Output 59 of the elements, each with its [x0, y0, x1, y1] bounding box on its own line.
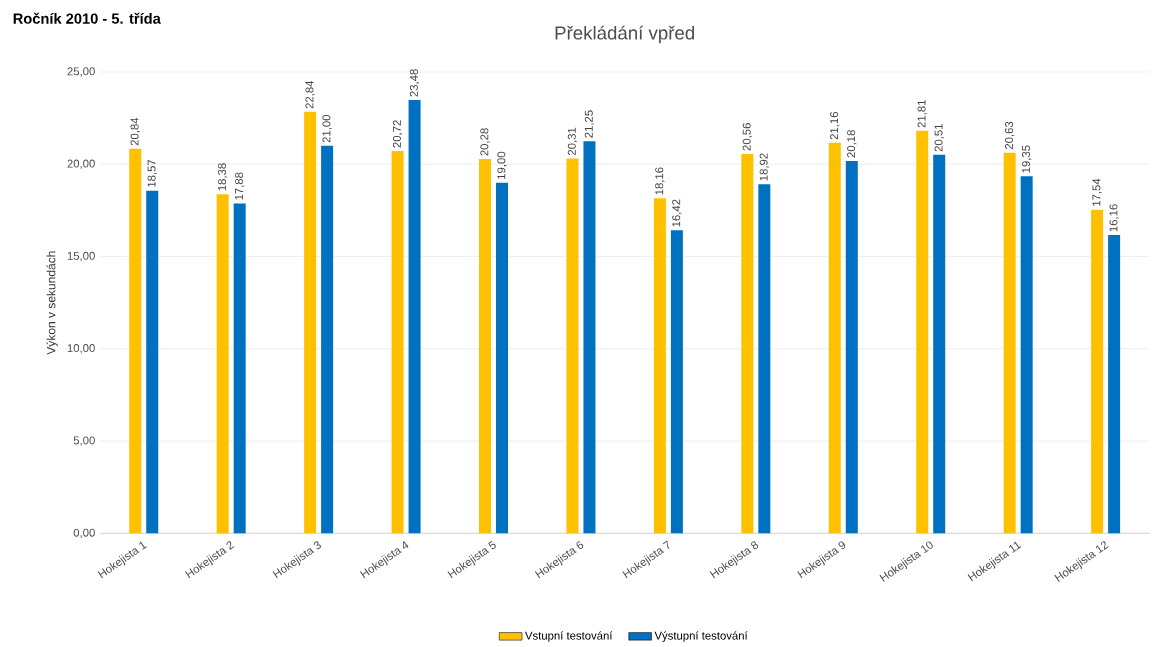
- y-axis-title: Výkon v sekundách: [46, 251, 58, 355]
- bar: [653, 198, 666, 534]
- text: Ročník 2010 - 5. třída: [13, 12, 161, 24]
- bar: [408, 100, 421, 534]
- bar: [566, 158, 579, 534]
- data-label: 21,81: [917, 100, 927, 128]
- chart-title: Překládání vpřed: [555, 25, 694, 44]
- y-tick-label: 15,00: [67, 251, 95, 262]
- bar: [1091, 209, 1104, 534]
- data-label: 22,84: [305, 80, 315, 109]
- legend-label: Výstupní testování: [654, 631, 748, 642]
- y-tick-label: 10,00: [67, 344, 95, 354]
- data-label: 18,92: [759, 153, 770, 181]
- data-label: 20,51: [934, 124, 944, 152]
- bar: [216, 194, 229, 534]
- bar: [479, 159, 492, 534]
- bar: [496, 182, 509, 534]
- bar: [916, 130, 929, 534]
- data-label: 23,48: [409, 69, 420, 97]
- data-label: 20,72: [392, 120, 403, 148]
- bar: [1003, 152, 1016, 534]
- bar: [758, 184, 771, 534]
- data-label: 18,57: [147, 159, 157, 187]
- bar: [146, 190, 159, 534]
- bar: [129, 148, 142, 534]
- data-label: 21,00: [322, 115, 332, 143]
- bar: [828, 142, 841, 534]
- data-label: 20,31: [567, 127, 578, 156]
- data-label: 20,84: [130, 117, 140, 146]
- data-label: 21,16: [830, 112, 840, 140]
- data-label: 16,42: [672, 199, 682, 227]
- data-label: 18,38: [218, 163, 228, 191]
- bar: [741, 153, 754, 534]
- bar: [391, 151, 404, 534]
- data-label: 20,63: [1005, 121, 1015, 150]
- data-label: 20,18: [847, 130, 857, 158]
- data-label: 19,00: [497, 151, 507, 179]
- data-label: 19,35: [1022, 145, 1032, 173]
- bar: [304, 111, 317, 534]
- data-label: 16,16: [1109, 204, 1119, 232]
- data-label: 21,25: [584, 110, 595, 138]
- legend-label: Vstupní testování: [524, 631, 613, 642]
- bar: [845, 161, 858, 534]
- data-label: 18,16: [655, 167, 665, 195]
- bar: [233, 203, 246, 534]
- y-tick-label: 25,00: [67, 67, 95, 77]
- bar: [583, 141, 596, 534]
- y-tick-label: 0,00: [73, 528, 95, 539]
- bar: [321, 145, 334, 534]
- y-tick-label: 5,00: [73, 436, 95, 446]
- y-tick-label: 20,00: [67, 159, 95, 169]
- data-label: 17,54: [1092, 178, 1102, 206]
- data-label: 17,88: [235, 172, 245, 200]
- bar: [1108, 235, 1121, 534]
- data-label: 20,28: [480, 128, 490, 156]
- data-label: 20,56: [742, 123, 753, 151]
- bar: [670, 230, 683, 534]
- bar: [933, 154, 946, 534]
- bar: [1020, 176, 1033, 534]
